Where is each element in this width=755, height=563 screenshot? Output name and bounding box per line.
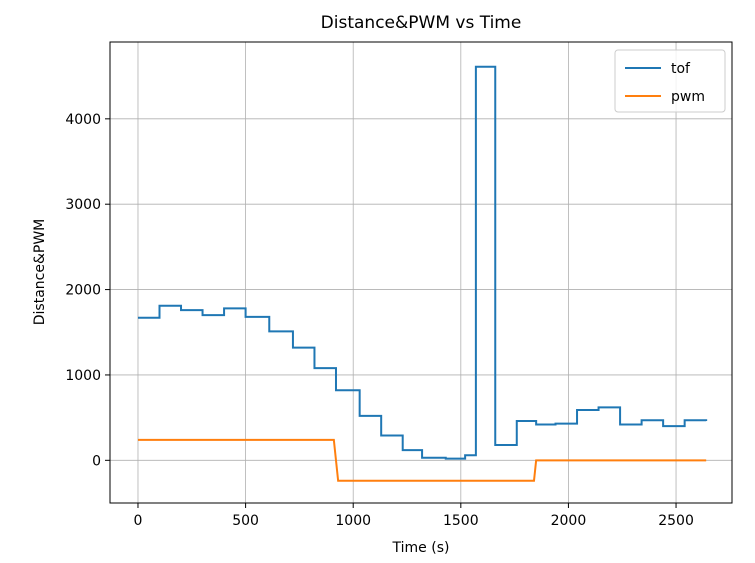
legend-label-tof: tof bbox=[671, 61, 691, 77]
y-tick-label: 0 bbox=[92, 453, 101, 469]
x-tick-label: 0 bbox=[134, 513, 143, 529]
x-tick-label: 2000 bbox=[551, 513, 587, 529]
legend-box bbox=[614, 49, 726, 113]
y-axis-label: Distance&PWM bbox=[32, 219, 48, 326]
y-tick-label: 3000 bbox=[65, 197, 101, 213]
x-axis: 0 500 1000 1500 2000 2500 bbox=[134, 503, 694, 529]
y-tick-label: 1000 bbox=[65, 368, 101, 384]
legend: tof pwm bbox=[614, 49, 726, 113]
plot-area-frame bbox=[109, 41, 733, 504]
x-axis-label: Time (s) bbox=[392, 540, 450, 556]
y-tick-label: 4000 bbox=[65, 112, 101, 128]
series-line-pwm bbox=[137, 438, 707, 482]
chart-title: Distance&PWM vs Time bbox=[321, 13, 522, 33]
grid bbox=[110, 42, 732, 503]
series-line-tof bbox=[137, 65, 708, 460]
y-tick-label: 2000 bbox=[65, 283, 101, 299]
x-tick-label: 1000 bbox=[335, 513, 371, 529]
x-tick-label: 500 bbox=[232, 513, 259, 529]
y-axis: 0 1000 2000 3000 4000 bbox=[65, 112, 110, 469]
x-tick-label: 2500 bbox=[658, 513, 694, 529]
series-layer bbox=[137, 65, 708, 482]
legend-label-pwm: pwm bbox=[671, 89, 705, 105]
x-tick-label: 1500 bbox=[443, 513, 479, 529]
